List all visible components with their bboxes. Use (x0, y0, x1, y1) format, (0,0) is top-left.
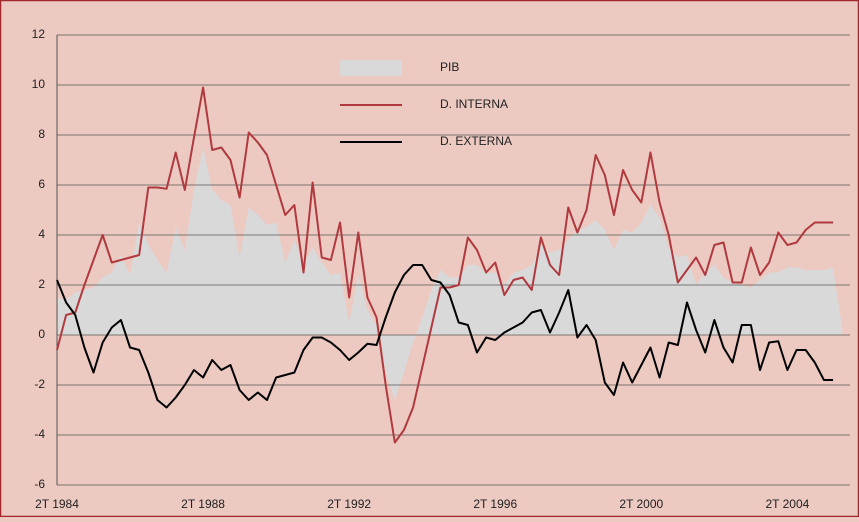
y-tick-label: 2 (38, 277, 45, 291)
legend-label: D. INTERNA (440, 97, 508, 111)
x-tick-label: 2T 1988 (181, 497, 225, 511)
y-tick-label: 4 (38, 227, 45, 241)
x-tick-label: 2T 1984 (35, 497, 79, 511)
y-tick-label: -2 (34, 377, 45, 391)
x-tick-label: 2T 2004 (765, 497, 809, 511)
x-tick-label: 2T 2000 (619, 497, 663, 511)
y-tick-label: -6 (34, 477, 45, 491)
y-tick-label: 6 (38, 177, 45, 191)
y-tick-label: 0 (38, 327, 45, 341)
legend-label: PIB (440, 60, 459, 74)
line (56, 264, 834, 409)
legend-label: D. EXTERNA (440, 134, 512, 148)
y-tick-label: 10 (32, 77, 46, 91)
y-tick-label: 8 (38, 127, 45, 141)
x-tick-label: 2T 1996 (473, 497, 517, 511)
y-tick-label: -4 (34, 427, 45, 441)
x-tick-label: 2T 1992 (327, 497, 371, 511)
legend-swatch (340, 60, 402, 76)
y-tick-label: 12 (32, 27, 46, 41)
